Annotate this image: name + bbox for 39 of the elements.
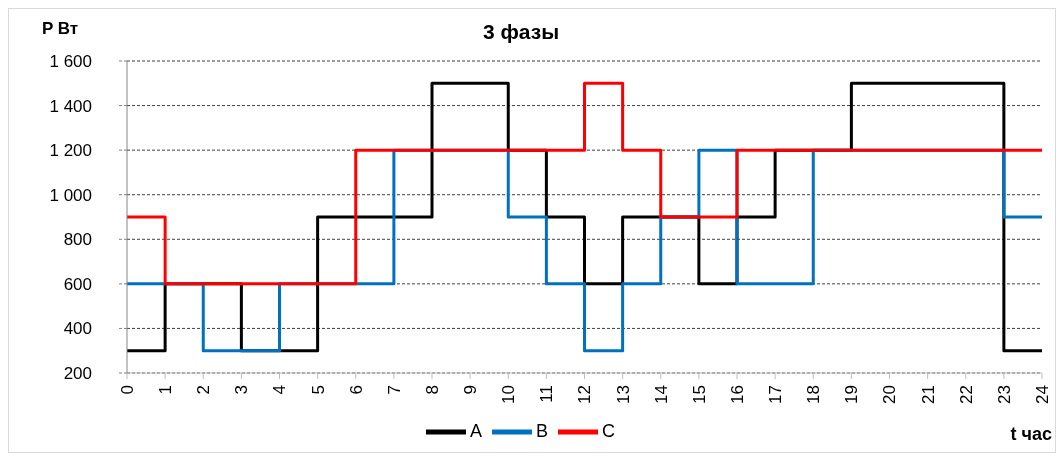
y-axis-title: P Вт [41,19,79,38]
x-tick-label: 23 [994,385,1014,404]
x-tick-label: 7 [384,385,404,395]
chart-title: 3 фазы [482,20,560,43]
y-tick-label: 400 [63,319,92,339]
y-tick-label: 800 [63,230,92,250]
x-tick-label: 9 [461,385,481,395]
legend-label: B [536,420,549,441]
legend-label: C [602,420,616,441]
x-tick-label: 22 [956,385,976,404]
x-tick-label: 21 [918,385,938,404]
x-tick-label: 12 [575,385,595,404]
x-tick-label: 5 [308,385,328,395]
x-tick-label: 6 [346,385,366,395]
y-tick-label: 1 600 [49,52,92,72]
x-tick-label: 19 [842,385,862,404]
y-tick-label: 1 200 [49,141,92,161]
y-tick-label: 200 [63,364,92,384]
x-tick-label: 13 [613,385,633,404]
y-tick-label: 600 [63,274,92,294]
x-tick-label: 17 [766,385,786,404]
y-tick-label: 1 000 [49,185,92,205]
x-tick-label: 20 [880,385,900,404]
x-tick-label: 0 [117,385,137,395]
x-tick-label: 16 [727,385,747,404]
x-tick-label: 3 [232,385,252,395]
x-tick-label: 10 [499,385,519,404]
y-tick-label: 1 400 [49,96,92,116]
x-axis-title: t час [1010,424,1052,444]
x-tick-label: 2 [194,385,214,395]
x-tick-label: 11 [537,385,557,403]
x-tick-label: 14 [651,385,671,404]
x-tick-label: 18 [804,385,824,404]
x-tick-label: 8 [422,385,442,395]
x-tick-label: 4 [270,385,290,395]
x-tick-label: 15 [689,385,709,404]
legend-label: A [469,420,482,441]
x-tick-label: 1 [156,385,176,395]
x-tick-label: 24 [1032,385,1052,404]
